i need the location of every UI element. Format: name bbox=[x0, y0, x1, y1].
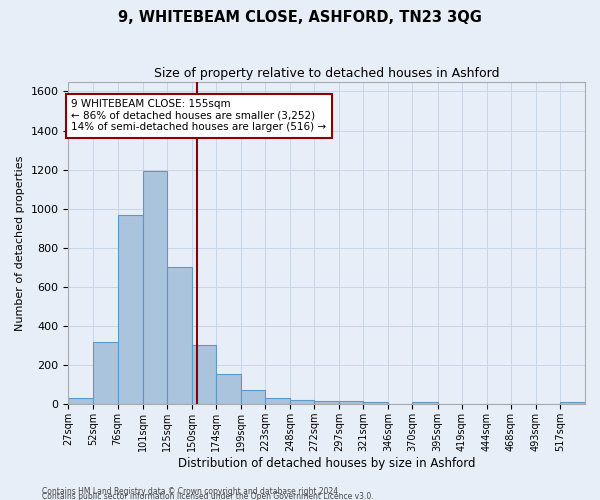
Bar bbox=[314, 402, 339, 404]
Text: Contains HM Land Registry data © Crown copyright and database right 2024.: Contains HM Land Registry data © Crown c… bbox=[42, 486, 341, 496]
Text: Contains public sector information licensed under the Open Government Licence v3: Contains public sector information licen… bbox=[42, 492, 374, 500]
Bar bbox=[364, 402, 388, 404]
Text: 9, WHITEBEAM CLOSE, ASHFORD, TN23 3QG: 9, WHITEBEAM CLOSE, ASHFORD, TN23 3QG bbox=[118, 10, 482, 25]
Bar bbox=[167, 268, 192, 404]
Bar bbox=[143, 170, 167, 404]
Bar bbox=[412, 402, 437, 404]
Bar bbox=[216, 374, 241, 404]
Bar bbox=[339, 402, 364, 404]
Title: Size of property relative to detached houses in Ashford: Size of property relative to detached ho… bbox=[154, 68, 499, 80]
Bar bbox=[118, 214, 143, 404]
Y-axis label: Number of detached properties: Number of detached properties bbox=[15, 156, 25, 330]
X-axis label: Distribution of detached houses by size in Ashford: Distribution of detached houses by size … bbox=[178, 457, 475, 470]
Bar bbox=[241, 390, 265, 404]
Bar bbox=[560, 402, 585, 404]
Bar bbox=[68, 398, 94, 404]
Bar bbox=[265, 398, 290, 404]
Bar bbox=[94, 342, 118, 404]
Text: 9 WHITEBEAM CLOSE: 155sqm
← 86% of detached houses are smaller (3,252)
14% of se: 9 WHITEBEAM CLOSE: 155sqm ← 86% of detac… bbox=[71, 100, 326, 132]
Bar bbox=[192, 344, 216, 405]
Bar bbox=[290, 400, 314, 404]
